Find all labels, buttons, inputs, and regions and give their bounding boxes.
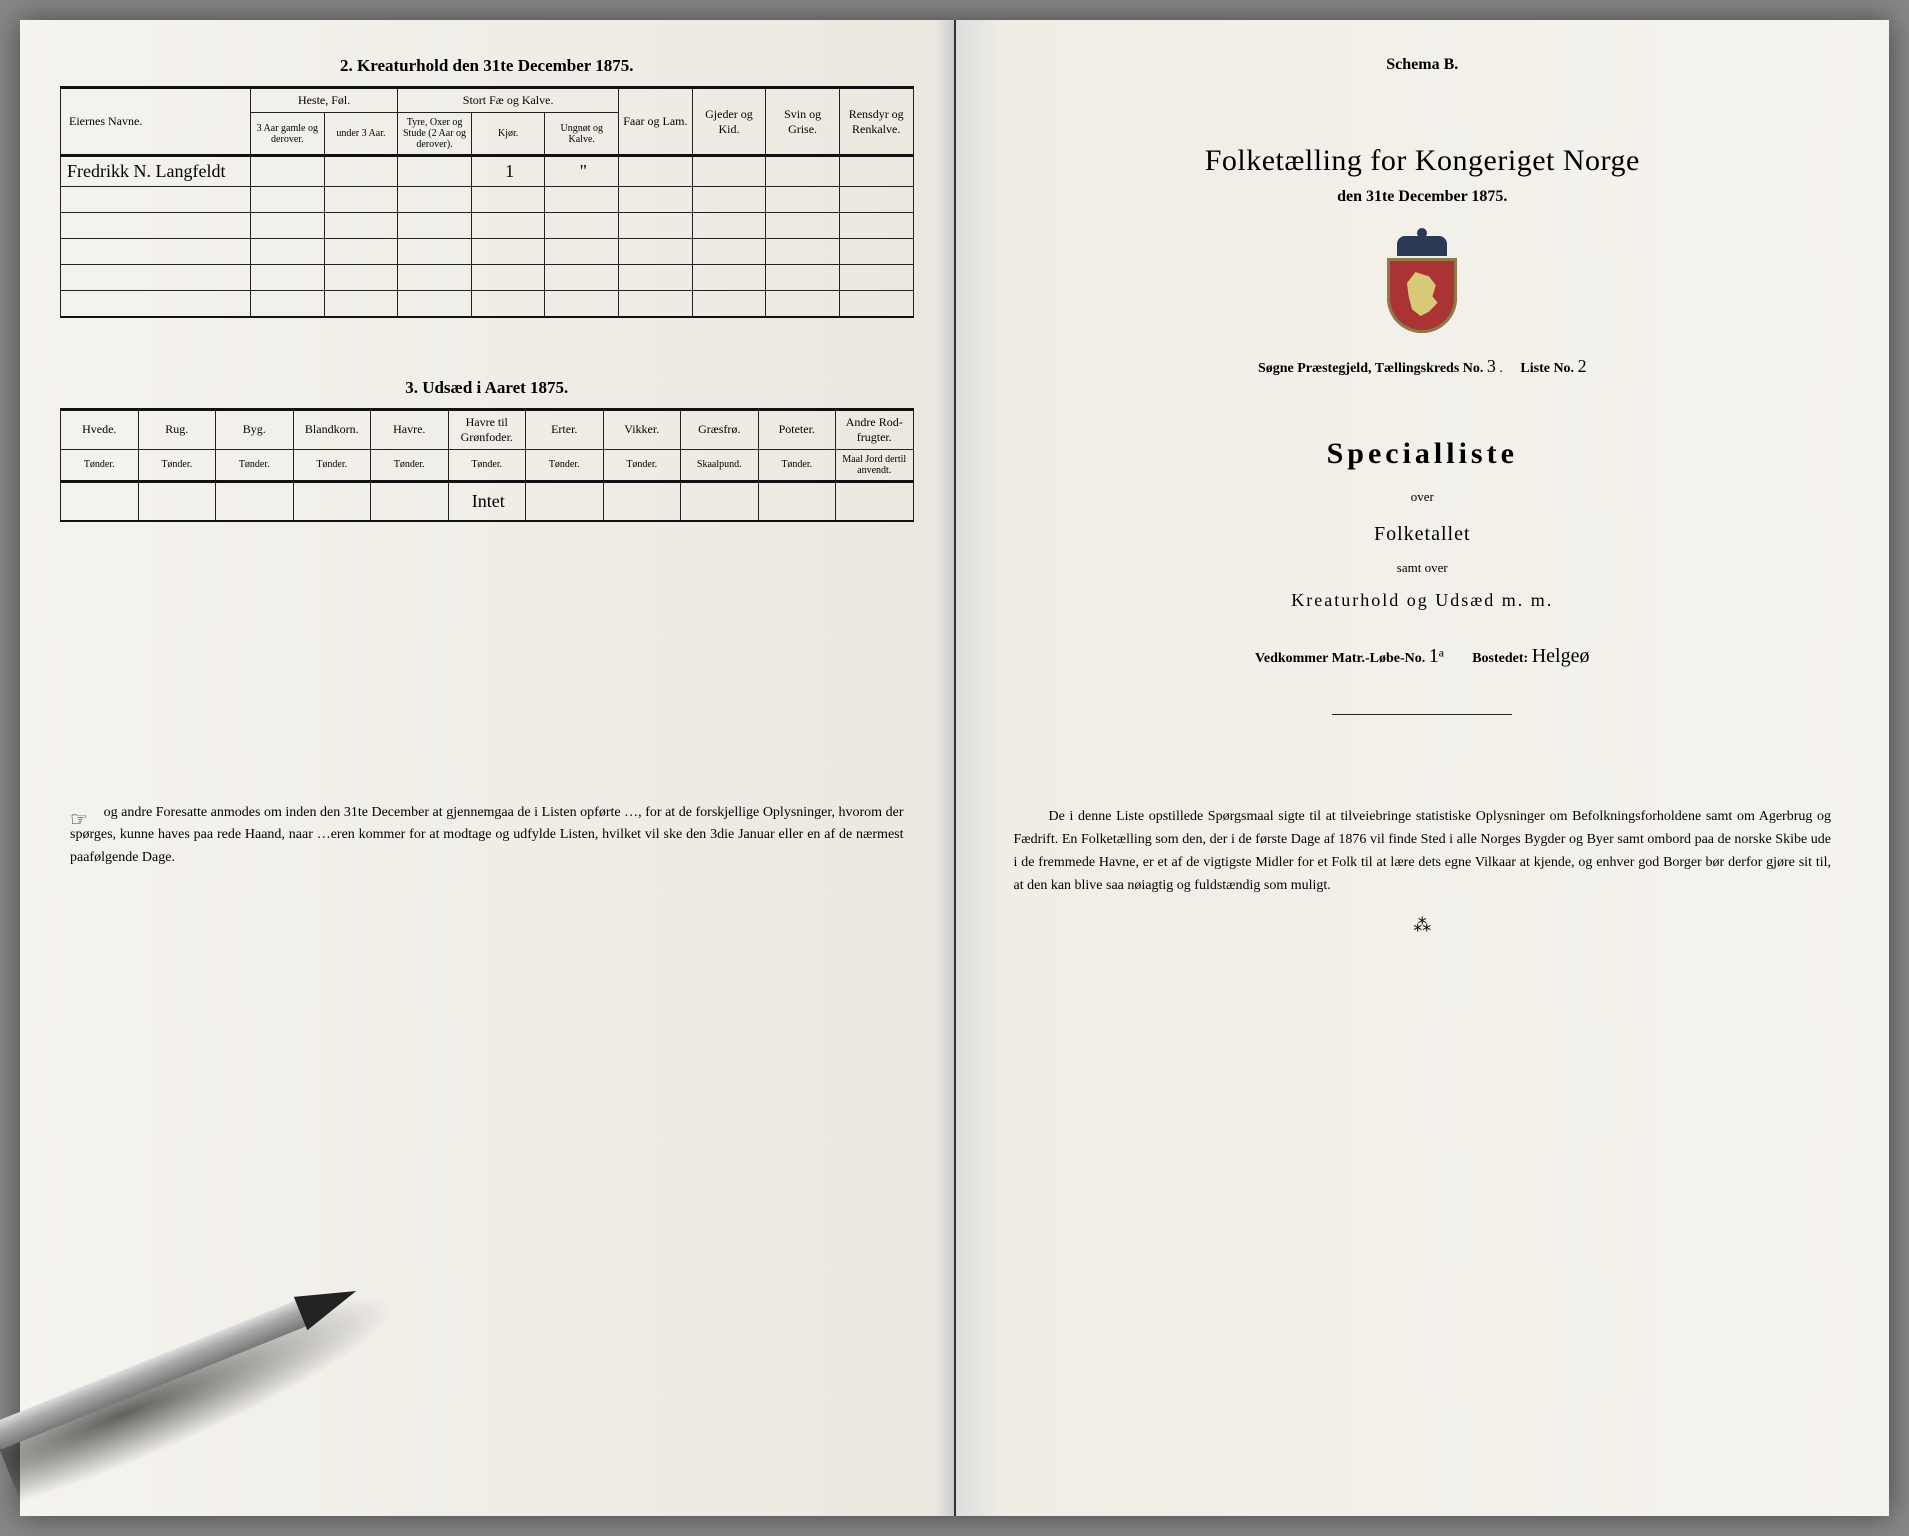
sub-h1: 3 Aar gamle og derover. [251,113,325,156]
u8: Tønder. [603,449,681,481]
left-page: 2. Kreaturhold den 31te December 1875. E… [20,20,956,1516]
cell [839,156,913,187]
col-gjeder: Gjeder og Kid. [692,88,766,156]
bosted-label: Bostedet: [1472,651,1528,666]
u1: Tønder. [61,449,139,481]
sub-s3: Ungnøt og Kalve. [545,113,619,156]
right-page: Schema B. Folketælling for Kongeriget No… [956,20,1890,1516]
u2: Tønder. [138,449,216,481]
over-label: over [996,489,1850,505]
cell [766,156,840,187]
section2-title: 2. Kreaturhold den 31te December 1875. [60,56,914,76]
liste-value: 2 [1578,356,1587,376]
c2: Rug. [138,409,216,449]
col-faar: Faar og Lam. [619,88,693,156]
samt-label: samt over [996,560,1850,576]
book-spread: 2. Kreaturhold den 31te December 1875. E… [20,20,1889,1516]
c11: Andre Rod-frugter. [836,409,914,449]
cell-ung: " [545,156,619,187]
cell [692,156,766,187]
cell [619,156,693,187]
kreaturhold-label: Kreaturhold og Udsæd m. m. [996,590,1850,611]
matr-line: Vedkommer Matr.-Løbe-No. 1ᵃ Bostedet: He… [996,645,1850,668]
section3-title: 3. Udsæd i Aaret 1875. [60,378,914,398]
u7: Tønder. [526,449,604,481]
u4: Tønder. [293,449,371,481]
u11: Maal Jord dertil anvendt. [836,449,914,481]
bosted-value: Helgeø [1532,645,1590,667]
u10: Tønder. [758,449,836,481]
col-rens: Rensdyr og Renkalve. [839,88,913,156]
pen-overlay [0,1215,361,1517]
udsad-value: Intet [448,481,526,521]
census-date: den 31te December 1875. [996,188,1850,206]
grp-heste: Heste, Føl. [251,88,398,113]
right-footnote: De i denne Liste opstillede Spørgsmaal s… [996,805,1850,897]
parish-line: Søgne Præstegjeld, Tællingskreds No. 3 .… [996,356,1850,377]
c4: Blandkorn. [293,409,371,449]
kreaturhold-table: Eiernes Navne. Heste, Føl. Stort Fæ og K… [60,86,914,318]
c5: Havre. [371,409,449,449]
c9: Græsfrø. [681,409,759,449]
specialliste-heading: Specialliste [996,437,1850,471]
sub-s2: Kjør. [471,113,545,156]
ornament-icon: ⁂ [996,915,1850,936]
owner-name: Fredrikk N. Langfeldt [61,156,251,187]
liste-label: Liste No. [1520,361,1574,376]
footnote-text: og andre Foresatte anmodes om inden den … [70,805,904,865]
coat-of-arms-icon [1382,236,1462,336]
c8: Vikker. [603,409,681,449]
u3: Tønder. [216,449,294,481]
u9: Skaalpund. [681,449,759,481]
c7: Erter. [526,409,604,449]
grp-stort: Stort Fæ og Kalve. [398,88,619,113]
cell [324,156,398,187]
folketallet-label: Folketallet [996,523,1850,546]
cell [398,156,472,187]
c1: Hvede. [61,409,139,449]
col-eier: Eiernes Navne. [61,88,251,156]
u6: Tønder. [448,449,526,481]
sub-h2: under 3 Aar. [324,113,398,156]
kreds-value: 3 [1487,356,1496,376]
c6: Havre til Grønfoder. [448,409,526,449]
matr-value: 1ᵃ [1429,645,1444,667]
cell-kjor: 1 [471,156,545,187]
schema-b: Schema B. [996,56,1850,74]
cell [251,156,325,187]
c10: Poteter. [758,409,836,449]
matr-label: Vedkommer Matr.-Løbe-No. [1255,651,1425,666]
sub-s1: Tyre, Oxer og Stude (2 Aar og derover). [398,113,472,156]
pointing-hand-icon: ☞ [70,804,100,822]
census-title: Folketælling for Kongeriget Norge [996,144,1850,178]
left-footnote: ☞ og andre Foresatte anmodes om inden de… [60,802,914,869]
divider [1332,714,1512,715]
u5: Tønder. [371,449,449,481]
udsad-table: Hvede. Rug. Byg. Blandkorn. Havre. Havre… [60,408,914,523]
c3: Byg. [216,409,294,449]
col-svin: Svin og Grise. [766,88,840,156]
sogne-label: Søgne Præstegjeld, Tællingskreds No. [1258,361,1483,376]
